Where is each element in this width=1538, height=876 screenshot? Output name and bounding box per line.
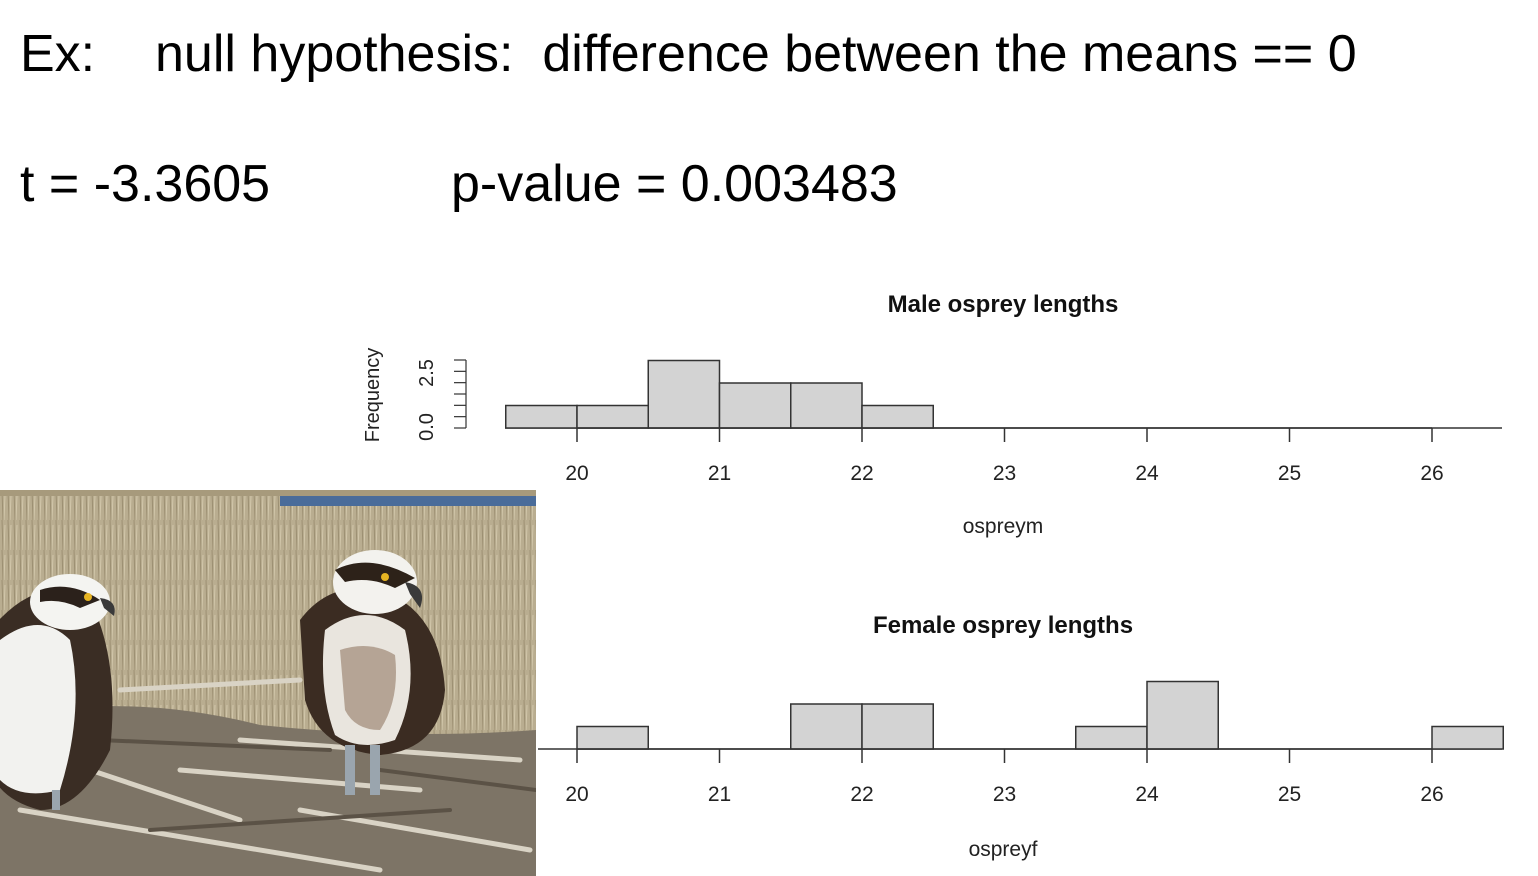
t-statistic: t = -3.3605	[20, 155, 271, 213]
null-hypothesis-text: null hypothesis: difference between the …	[155, 25, 1357, 83]
male-chart-title: Male osprey lengths	[888, 291, 1119, 318]
male-x-tick-label: 23	[993, 462, 1016, 485]
male-x-tick-label: 24	[1135, 462, 1159, 485]
male-y-axis-label: Frequency	[362, 348, 384, 443]
female-histogram-bar	[1075, 725, 1148, 750]
hypothesis-line: Ex: null hypothesis: difference between t…	[20, 22, 1357, 86]
male-x-tick-label: 25	[1278, 462, 1301, 485]
male-histogram-bar	[647, 359, 721, 429]
male-histogram-bar	[505, 404, 578, 429]
female-chart-title: Female osprey lengths	[873, 612, 1133, 639]
female-histogram-bar	[861, 703, 934, 750]
male-histogram-bar	[576, 404, 649, 429]
female-histogram-bar	[1146, 680, 1219, 750]
male-histogram-bar	[718, 382, 792, 429]
female-x-tick-label: 21	[708, 783, 731, 806]
female-histogram-bar	[576, 725, 649, 750]
female-x-axis-label: ospreyf	[969, 838, 1038, 861]
osprey-photo	[0, 490, 536, 876]
male-x-tick-label: 20	[565, 462, 588, 485]
female-x-tick-label: 20	[565, 783, 588, 806]
female-x-tick-label: 26	[1420, 783, 1443, 806]
male-x-tick-label: 26	[1420, 462, 1443, 485]
female-histogram-bar	[790, 703, 863, 750]
female-x-tick-label: 25	[1278, 783, 1301, 806]
male-y-tick-label: 2.5	[416, 359, 438, 387]
female-histogram-bar	[1431, 725, 1504, 750]
osprey-photo-drawing	[0, 490, 536, 876]
male-x-tick-label: 21	[708, 462, 731, 485]
male-y-tick-label: 0.0	[416, 413, 438, 441]
male-histogram-bar	[790, 382, 863, 429]
male-x-axis-label: ospreym	[963, 515, 1044, 538]
female-x-tick-label: 22	[850, 783, 873, 806]
male-x-tick-label: 22	[850, 462, 873, 485]
example-label: Ex:	[20, 25, 96, 83]
female-x-tick-label: 24	[1135, 783, 1159, 806]
female-x-tick-label: 23	[993, 783, 1016, 806]
male-histogram-bar	[861, 404, 934, 429]
p-value: p-value = 0.003483	[451, 155, 898, 213]
